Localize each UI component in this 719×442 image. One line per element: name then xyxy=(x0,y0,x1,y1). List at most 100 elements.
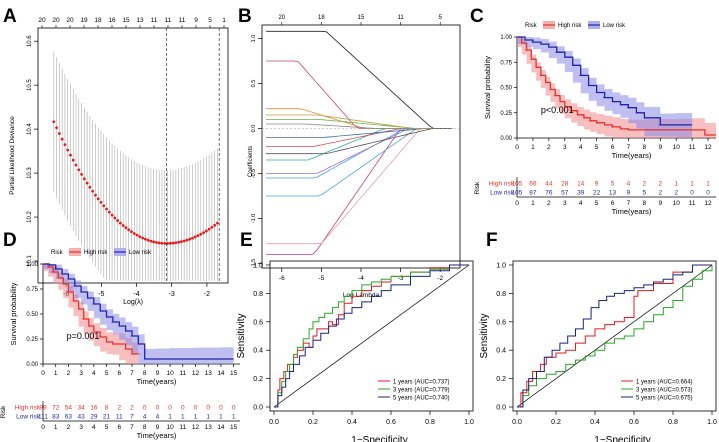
y-axis-label: Survival probability xyxy=(9,282,18,345)
top-tick-label: 20 xyxy=(66,17,74,24)
risk-count: 43 xyxy=(78,414,86,421)
risk-count: 2 xyxy=(658,190,662,197)
risk-count: 5 xyxy=(643,190,647,197)
top-tick-label: 11 xyxy=(179,17,186,24)
cv-point xyxy=(146,238,150,242)
y-tick-label: 10.6 xyxy=(27,35,33,47)
panel-label-b: B xyxy=(238,6,252,27)
cv-point xyxy=(138,235,142,239)
y-axis-label: Survival probability xyxy=(483,56,492,119)
cv-point xyxy=(188,237,192,241)
coefficient-path xyxy=(266,128,453,138)
panel-a-lasso-cv: -6-5-4-3-210.110.210.310.410.510.6202020… xyxy=(9,17,229,306)
x-axis-label: 1−Specificity xyxy=(594,435,650,442)
y-tick-label: 1.0 xyxy=(251,35,257,43)
panel-c-km-train: Risk High risk Low risk 0.00 0.25 0.50 0.75 1.0… xyxy=(474,21,716,216)
cv-point xyxy=(124,226,128,230)
risk-count: 29 xyxy=(90,414,98,421)
cv-point xyxy=(174,241,178,245)
x-tick-label: 0.2 xyxy=(308,419,318,426)
roc-curve xyxy=(517,265,713,408)
top-tick-label: 9 xyxy=(194,17,198,24)
risk-count: 0 xyxy=(690,190,694,197)
risk-count: 83 xyxy=(52,414,60,421)
x-tick-label: 0.4 xyxy=(347,419,357,426)
cv-point xyxy=(196,234,200,238)
panel-d-km-test: Risk High risk Low risk 0.00 0.25 0.50 0.75 1.0… xyxy=(0,248,240,440)
legend-label-low: Low risk xyxy=(129,250,152,256)
y-axis-label: Coefficients xyxy=(248,146,254,177)
risk-count: 4 xyxy=(143,414,147,421)
plot-frame xyxy=(512,260,717,412)
y-axis-label: Sensitivity xyxy=(479,313,490,358)
cv-point xyxy=(191,236,194,240)
risk-count: 14 xyxy=(577,181,585,188)
risk-count: 0 xyxy=(219,405,223,412)
top-tick-label: 15 xyxy=(358,15,365,21)
risk-count: 7 xyxy=(130,414,134,421)
risk-count: 44 xyxy=(545,181,553,188)
top-tick-label: 19 xyxy=(80,17,88,24)
x-tick-label: 4 xyxy=(579,144,583,151)
cv-point xyxy=(177,240,181,244)
risk-table-title: Risk xyxy=(0,405,7,418)
risk-count: 1 xyxy=(181,414,185,421)
x-tick-label: 8 xyxy=(643,144,647,151)
legend-label: 3 years (AUC=0.779) xyxy=(393,388,450,394)
legend-label-high: High risk xyxy=(84,250,108,256)
y-tick-label: 0.2 xyxy=(253,376,263,383)
x-axis-label: Time(years) xyxy=(137,377,177,386)
risk-count: 1 xyxy=(219,414,223,421)
cv-point xyxy=(157,241,161,245)
cv-point xyxy=(113,216,117,220)
panel-label-d: D xyxy=(3,230,17,251)
cv-point xyxy=(102,204,106,208)
cv-point xyxy=(85,181,89,185)
legend-title: Risk xyxy=(525,23,538,29)
top-tick-label: 11 xyxy=(397,15,404,21)
risk-count: 9 xyxy=(595,181,599,188)
top-tick-label: 20 xyxy=(38,17,46,24)
y-tick-label: 0.50 xyxy=(26,312,38,318)
x-tick-label: 1 xyxy=(531,144,535,151)
x-axis-label: Time(years) xyxy=(612,151,652,160)
cv-point xyxy=(204,229,208,233)
cv-point xyxy=(116,219,120,222)
risk-x-tick-label: 3 xyxy=(79,424,83,431)
risk-row-label: High risk xyxy=(489,181,515,188)
y-tick-label: -1.0 xyxy=(251,214,257,223)
top-tick-label: 13 xyxy=(136,17,144,24)
x-tick-label: 6 xyxy=(117,370,121,377)
top-tick-label: 1 xyxy=(222,17,226,24)
x-tick-label: -5 xyxy=(98,291,104,298)
risk-x-tick-label: 7 xyxy=(627,200,631,207)
risk-count: 2 xyxy=(117,405,121,412)
panel-label-c: C xyxy=(470,6,484,27)
x-tick-label: 12 xyxy=(704,144,712,151)
x-tick-label: 11 xyxy=(179,370,186,377)
risk-count: 0 xyxy=(143,405,147,412)
risk-x-tick-label: 2 xyxy=(67,424,71,431)
cv-point xyxy=(110,213,114,217)
cv-point xyxy=(99,200,103,204)
y-tick-label: 0.4 xyxy=(496,348,506,355)
risk-x-tick-label: 14 xyxy=(217,424,225,431)
y-tick-label: 10.3 xyxy=(27,167,33,179)
diagonal-line xyxy=(273,264,470,408)
cv-point xyxy=(118,221,122,225)
cv-point xyxy=(207,227,211,231)
risk-x-tick-label: 6 xyxy=(611,200,615,207)
diagonal-line xyxy=(516,264,713,408)
cv-point xyxy=(182,239,186,243)
risk-count: 5 xyxy=(611,181,615,188)
roc-curve xyxy=(517,264,712,408)
risk-x-tick-label: 6 xyxy=(117,424,121,431)
x-axis-label: Log(λ) xyxy=(123,299,143,306)
top-tick-label: 18 xyxy=(318,15,325,21)
risk-x-tick-label: 9 xyxy=(156,424,160,431)
x-tick-label: 10 xyxy=(673,144,681,151)
x-tick-label: 2 xyxy=(547,144,551,151)
x-tick-label: 1 xyxy=(54,370,58,377)
risk-x-tick-label: 12 xyxy=(192,424,200,431)
x-tick-label: -2 xyxy=(437,275,443,282)
